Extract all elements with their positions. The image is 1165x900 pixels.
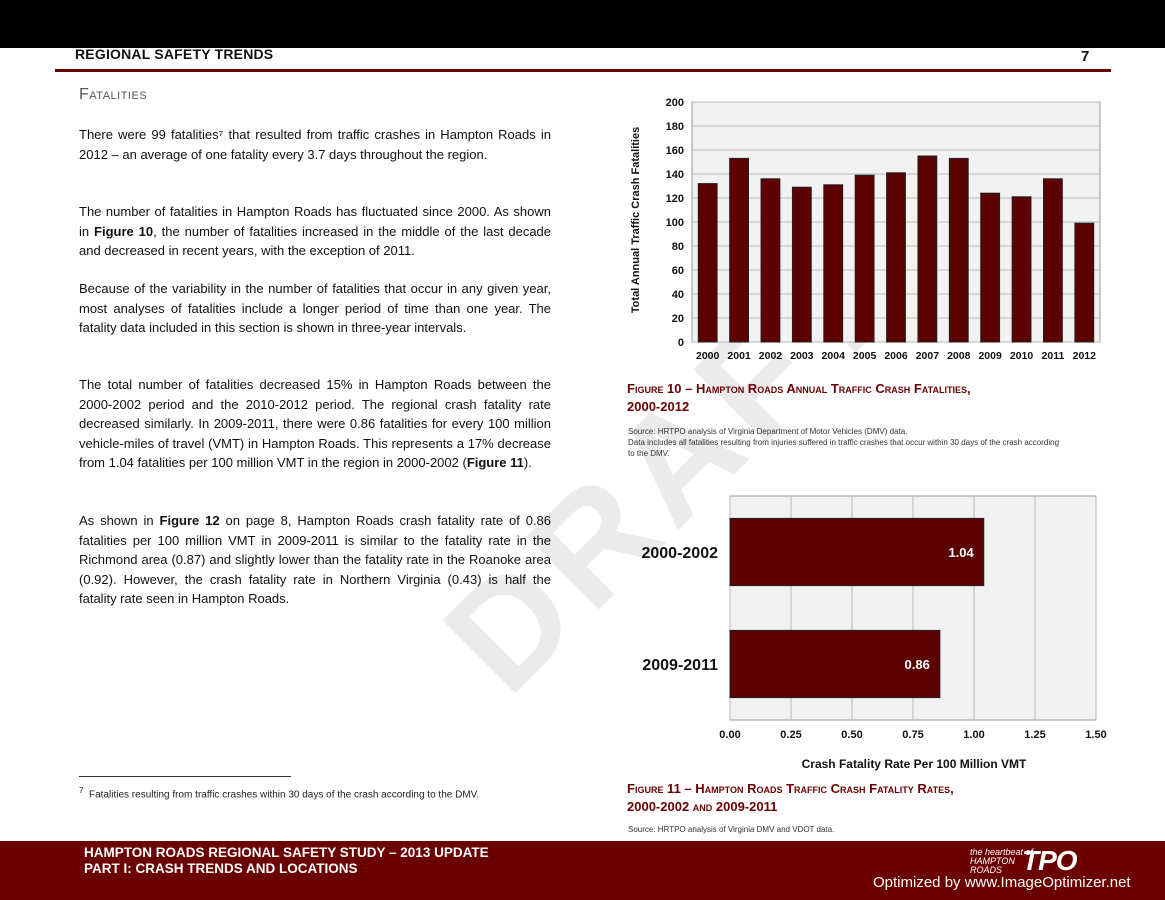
top-black-bar — [0, 0, 1165, 48]
paragraph-1: There were 99 fatalities⁷ that resulted … — [79, 127, 551, 162]
y-tick-label: 140 — [666, 169, 684, 181]
bar-2012 — [1074, 222, 1095, 343]
y-tick-label: 80 — [672, 241, 684, 253]
x-tick-label: 2006 — [884, 350, 908, 362]
y-tick-label: 100 — [666, 217, 684, 229]
x-tick-label: 0.25 — [780, 729, 801, 741]
bar-2005 — [854, 174, 875, 343]
x-tick-label: 2005 — [853, 350, 877, 362]
bar-2008 — [948, 157, 969, 343]
paragraph-3: Because of the variability in the number… — [79, 281, 551, 335]
footer-title: HAMPTON ROADS REGIONAL SAFETY STUDY – 20… — [84, 845, 489, 876]
figure-12-reference: Figure 12 — [159, 513, 220, 528]
x-axis-label: Crash Fatality Rate Per 100 Million VMT — [802, 757, 1027, 771]
y-tick-label: 60 — [672, 265, 684, 277]
page-number: 7 — [1081, 48, 1090, 65]
x-tick-label: 1.25 — [1024, 729, 1045, 741]
bar-2003 — [791, 186, 812, 343]
x-tick-label: 2009 — [978, 350, 1002, 362]
paragraph-4: The total number of fatalities decreased… — [79, 377, 551, 470]
footnote: 7 Fatalities resulting from traffic cras… — [79, 786, 480, 801]
bar-2002 — [760, 178, 781, 343]
x-tick-label: 2001 — [727, 350, 751, 362]
bar-2000 — [697, 183, 718, 343]
bar-2009-2011 — [729, 629, 941, 699]
bar-2007 — [917, 155, 938, 343]
figure-11-source: Source: HRTPO analysis of Virginia DMV a… — [628, 825, 835, 834]
x-tick-label: 1.00 — [963, 729, 984, 741]
y-tick-label: 180 — [666, 121, 684, 133]
y-tick-label: 0 — [678, 337, 684, 349]
y-tick-label: 200 — [666, 97, 684, 109]
bar-2006 — [886, 172, 906, 343]
bar-value-label: 0.86 — [905, 657, 930, 672]
paragraph-2: The number of fatalities in Hampton Road… — [79, 204, 552, 258]
figure-10-reference: Figure 10 — [94, 223, 154, 239]
x-tick-label: 2003 — [790, 350, 814, 362]
x-tick-label: 2008 — [947, 350, 971, 362]
x-tick-label: 2007 — [916, 350, 940, 362]
y-axis-label: Total Annual Traffic Crash Fatalities — [630, 127, 642, 313]
x-tick-label: 2012 — [1073, 350, 1097, 362]
figure-10-caption: Figure 10 – Hampton Roads Annual Traffic… — [627, 381, 971, 414]
section-heading: Fatalities — [79, 86, 148, 103]
fatality-rate-bar-chart: 1.04 0.86 2000-2002 2009-2011 0.00 0.25 0.50… — [641, 495, 1107, 771]
category-label: 2009-2011 — [642, 657, 718, 674]
category-label: 2000-2002 — [641, 545, 718, 562]
x-tick-label: 2004 — [822, 350, 846, 362]
bar-2010 — [1011, 196, 1032, 343]
bar-2004 — [823, 184, 844, 343]
figure-11-reference: Figure 11 — [466, 455, 524, 470]
optimizer-watermark: Optimized by www.ImageOptimizer.net — [873, 874, 1131, 891]
x-tick-label: 0.00 — [719, 729, 740, 741]
annual-fatalities-bar-chart: 0 20 40 60 80 100 120 140 160 180 200 2000 2001 2002… — [630, 97, 1101, 362]
figure-11-caption: Figure 11 – Hampton Roads Traffic Crash … — [627, 781, 954, 814]
x-tick-label: 0.75 — [902, 729, 923, 741]
header-rule — [55, 69, 1111, 72]
x-tick-label: 2011 — [1042, 350, 1065, 362]
bar-value-label: 1.04 — [948, 545, 974, 560]
x-tick-label: 2010 — [1010, 350, 1034, 362]
bar-2000-2002 — [729, 517, 985, 587]
bar-2011 — [1043, 178, 1063, 343]
footnote-rule — [79, 776, 291, 777]
x-tick-label: 0.50 — [841, 729, 862, 741]
x-tick-label: 1.50 — [1085, 729, 1106, 741]
page-header-title: REGIONAL SAFETY TRENDS — [75, 46, 274, 62]
y-tick-label: 160 — [666, 145, 684, 157]
y-tick-label: 20 — [672, 313, 684, 325]
paragraph-5: As shown in Figure 12 on page 8, Hampton… — [79, 513, 551, 606]
bar-2009 — [980, 192, 1001, 343]
y-tick-label: 40 — [672, 289, 684, 301]
x-tick-label: 2000 — [696, 350, 720, 362]
bar-2001 — [729, 157, 749, 343]
x-tick-label: 2002 — [759, 350, 783, 362]
footer-bar — [0, 841, 1165, 900]
figure-10-source: Source: HRTPO analysis of Virginia Depar… — [628, 427, 1060, 458]
y-tick-label: 120 — [666, 193, 684, 205]
